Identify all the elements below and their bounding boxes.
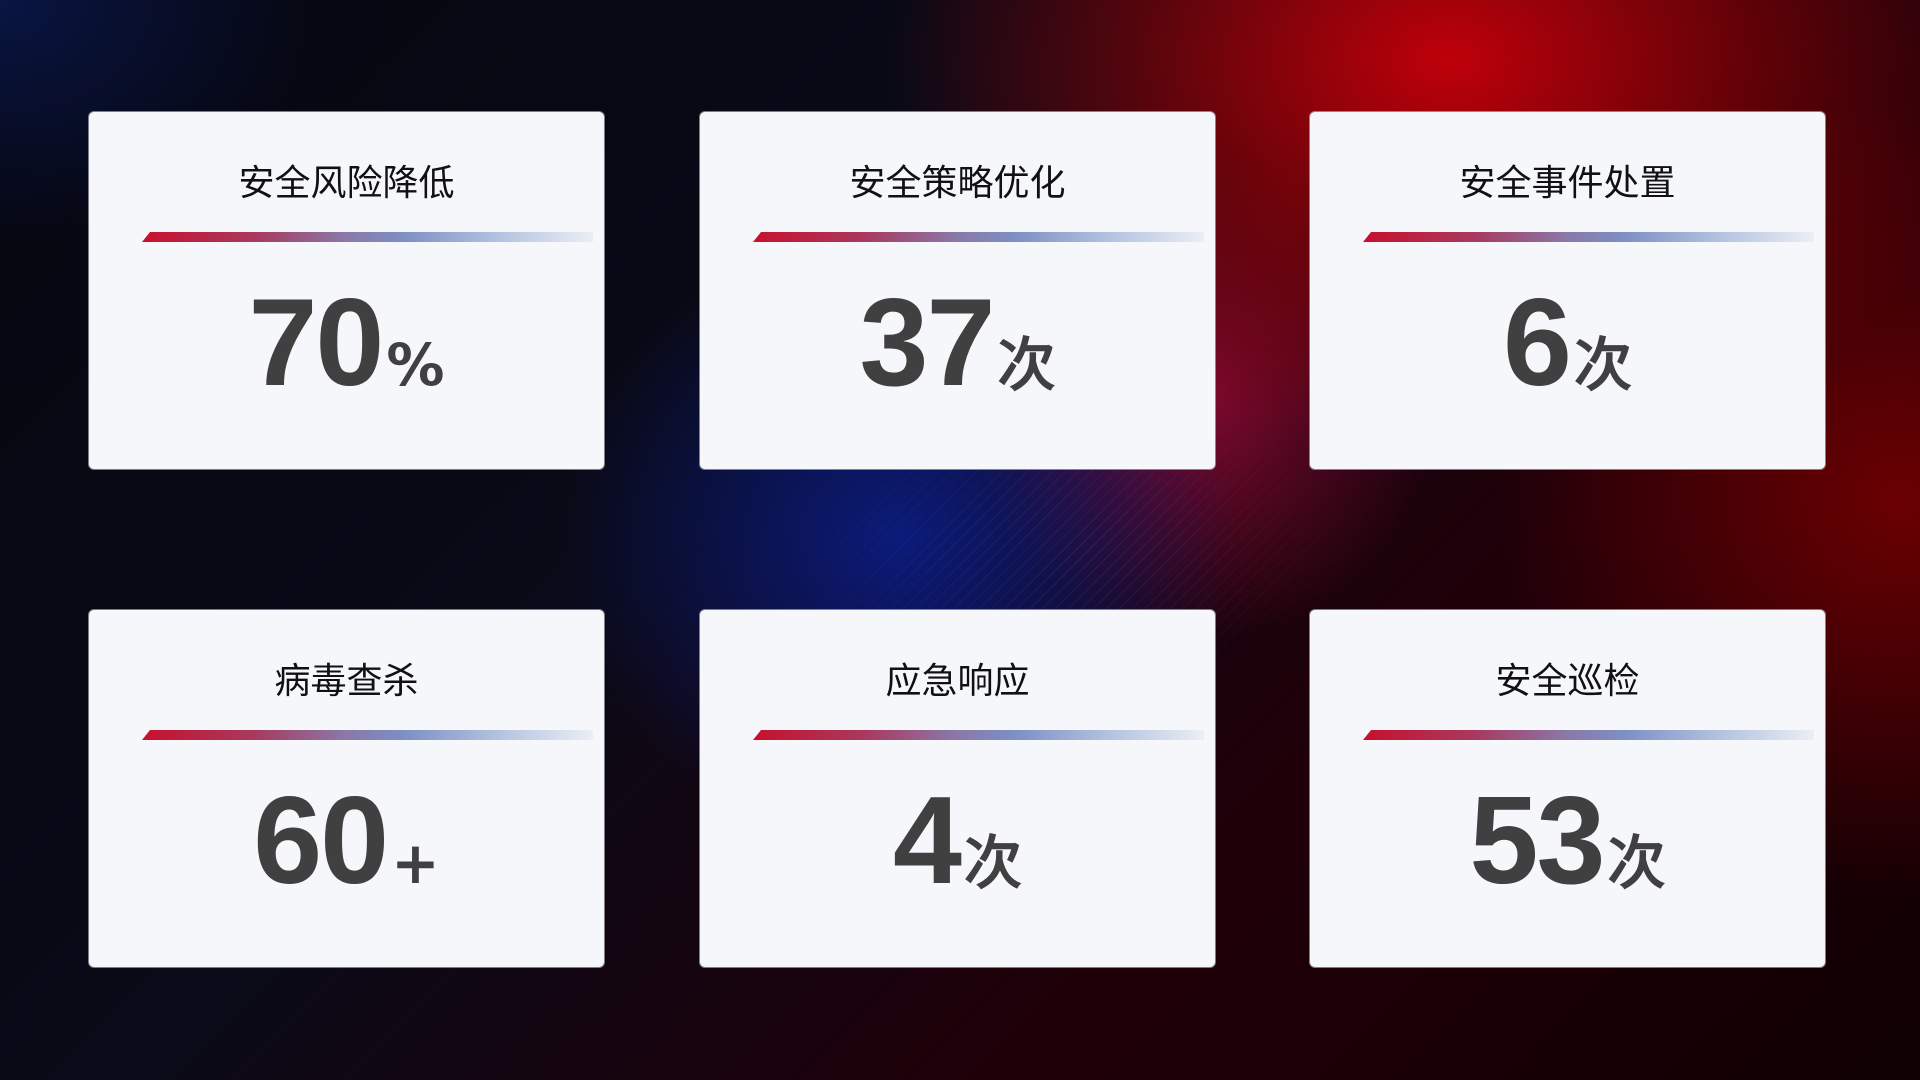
gradient-divider [1363, 232, 1814, 242]
card-title: 应急响应 [885, 661, 1030, 702]
gradient-divider [1363, 730, 1814, 740]
card-value: 60+ [89, 770, 604, 912]
value-number: 53 [1469, 772, 1606, 910]
card-title: 安全风险降低 [238, 163, 455, 204]
stat-card-emergency-response: 应急响应 4次 [700, 610, 1215, 967]
card-value: 37次 [700, 272, 1215, 414]
gradient-divider [753, 730, 1204, 740]
gradient-divider [753, 232, 1204, 242]
value-unit: 次 [1607, 829, 1666, 897]
value-unit: + [391, 829, 440, 897]
value-number: 6 [1503, 274, 1572, 412]
card-title: 安全巡检 [1495, 661, 1640, 702]
value-number: 60 [253, 772, 389, 910]
value-number: 37 [859, 274, 996, 412]
card-value: 53次 [1310, 770, 1825, 912]
card-value: 4次 [700, 770, 1215, 912]
stat-card-risk-reduction: 安全风险降低 70% [89, 112, 604, 469]
value-number: 70 [248, 274, 384, 412]
value-unit: 次 [1573, 331, 1632, 399]
card-title: 安全策略优化 [849, 163, 1066, 204]
value-unit: 次 [963, 829, 1022, 897]
value-unit: % [386, 331, 445, 399]
gradient-divider [142, 730, 593, 740]
gradient-divider [142, 232, 593, 242]
stat-card-security-patrol: 安全巡检 53次 [1310, 610, 1825, 967]
stat-card-virus-removal: 病毒查杀 60+ [89, 610, 604, 967]
card-value: 6次 [1310, 272, 1825, 414]
stat-card-incident-handling: 安全事件处置 6次 [1310, 112, 1825, 469]
card-value: 70% [89, 272, 604, 414]
card-title: 病毒查杀 [274, 661, 419, 702]
value-number: 4 [893, 772, 962, 910]
value-unit: 次 [997, 331, 1056, 399]
card-title: 安全事件处置 [1459, 163, 1676, 204]
stat-card-policy-optimization: 安全策略优化 37次 [700, 112, 1215, 469]
